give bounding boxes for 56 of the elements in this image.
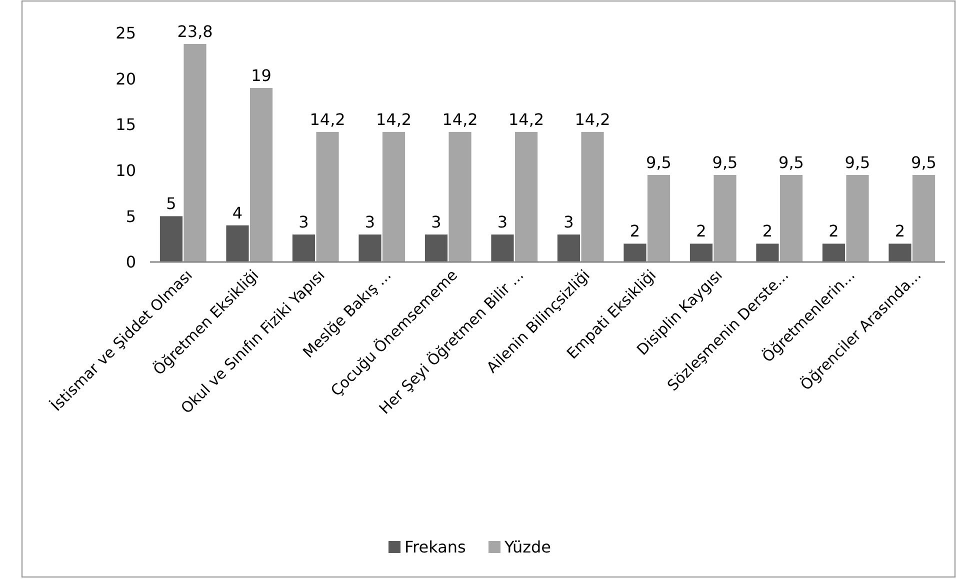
legend-label: Yüzde xyxy=(504,538,551,557)
data-label: 3 xyxy=(298,212,309,232)
y-tick-label: 15 xyxy=(116,115,136,134)
data-label: 2 xyxy=(762,222,773,241)
data-label: 14,2 xyxy=(508,110,544,129)
data-label: 2 xyxy=(894,222,906,241)
data-label: 2 xyxy=(630,222,640,241)
bar xyxy=(250,88,273,262)
bar xyxy=(358,234,382,262)
data-label: 9,5 xyxy=(911,152,936,172)
bar xyxy=(756,244,779,262)
data-label: 5 xyxy=(166,194,176,214)
bar xyxy=(888,244,912,262)
data-label: 9,5 xyxy=(778,152,804,172)
bar xyxy=(491,234,514,262)
data-label: 14,2 xyxy=(376,110,412,129)
bar xyxy=(912,174,936,262)
data-label: 3 xyxy=(431,212,442,232)
data-label: 9,5 xyxy=(844,152,870,172)
bar xyxy=(714,174,736,262)
data-label: 3 xyxy=(497,212,508,232)
bar xyxy=(557,234,580,262)
bar xyxy=(690,244,713,262)
bar xyxy=(448,132,472,262)
bar xyxy=(226,225,249,262)
data-label: 2 xyxy=(696,222,706,241)
bar xyxy=(822,244,846,262)
y-tick-label: 5 xyxy=(126,206,136,226)
y-tick-label: 20 xyxy=(116,69,136,88)
y-tick-label: 25 xyxy=(116,24,136,43)
data-label: 14,2 xyxy=(574,110,610,129)
data-label: 2 xyxy=(828,222,839,241)
data-label: 4 xyxy=(232,203,243,222)
bar xyxy=(160,216,183,262)
bar xyxy=(846,174,869,262)
bar xyxy=(184,44,206,262)
legend-label: Frekans xyxy=(404,538,466,557)
data-label: 3 xyxy=(364,212,376,232)
y-tick-label: 0 xyxy=(126,252,136,272)
bar xyxy=(514,132,538,262)
data-label: 19 xyxy=(251,66,272,85)
data-label: 3 xyxy=(564,212,574,232)
bar xyxy=(624,244,646,262)
bar xyxy=(647,174,670,262)
data-label: 23,8 xyxy=(177,22,213,41)
bar xyxy=(424,234,448,262)
data-label: 9,5 xyxy=(646,152,672,172)
y-tick-label: 10 xyxy=(116,161,136,180)
data-label: 9,5 xyxy=(712,152,738,172)
data-label: 14,2 xyxy=(310,110,346,129)
data-label: 14,2 xyxy=(442,110,478,129)
bar xyxy=(581,132,604,262)
bar xyxy=(292,234,316,262)
bar xyxy=(316,132,339,262)
bar xyxy=(382,132,406,262)
bar xyxy=(780,174,803,262)
